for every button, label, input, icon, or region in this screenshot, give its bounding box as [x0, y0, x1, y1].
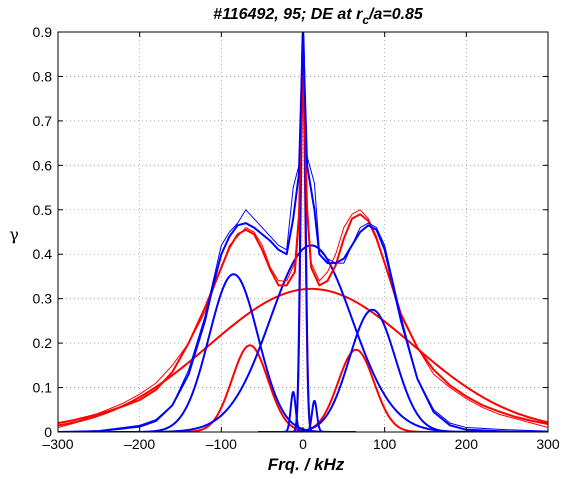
y-tick-label: 0.2 — [33, 335, 53, 351]
x-axis-label: Frq. / kHz — [268, 455, 345, 474]
y-tick-label: 0.5 — [33, 202, 53, 218]
y-tick-label: 0 — [44, 424, 52, 440]
red-gaussian-component — [160, 344, 340, 432]
y-tick-label: 0.4 — [33, 246, 53, 262]
blue-fit-line — [58, 32, 548, 432]
x-tick-label: 300 — [536, 436, 560, 452]
red-fit-line — [58, 57, 548, 425]
chart-title: #116492, 95; DE at rc/a=0.85 — [213, 6, 424, 27]
x-tick-label: 0 — [299, 436, 307, 452]
blue-gaussian-component — [111, 273, 357, 432]
red-gaussian-component — [266, 348, 446, 432]
y-tick-label: 0.8 — [33, 68, 53, 84]
blue-gaussian-component — [290, 32, 316, 432]
x-tick-label: 200 — [455, 436, 479, 452]
x-tick-label: –100 — [206, 436, 237, 452]
blue-gaussian-component — [107, 244, 516, 432]
y-tick-label: 0.9 — [33, 24, 53, 40]
y-axis-label: γ — [9, 225, 19, 244]
red-gaussian-component — [58, 287, 548, 427]
blue-measured-line — [58, 32, 548, 432]
y-tick-label: 0.6 — [33, 157, 53, 173]
x-tick-label: 100 — [373, 436, 397, 452]
y-tick-label: 0.1 — [33, 380, 53, 396]
blue-gaussian-component — [280, 390, 306, 432]
x-tick-label: –200 — [124, 436, 155, 452]
y-tick-label: 0.3 — [33, 291, 53, 307]
axis-ticks: –300 –200 –100 0 100 200 300 0 0.1 0.2 0.3 0.4 0.5 0.… — [33, 24, 560, 452]
y-tick-label: 0.7 — [33, 113, 53, 129]
x-tick-label: –300 — [42, 436, 73, 452]
